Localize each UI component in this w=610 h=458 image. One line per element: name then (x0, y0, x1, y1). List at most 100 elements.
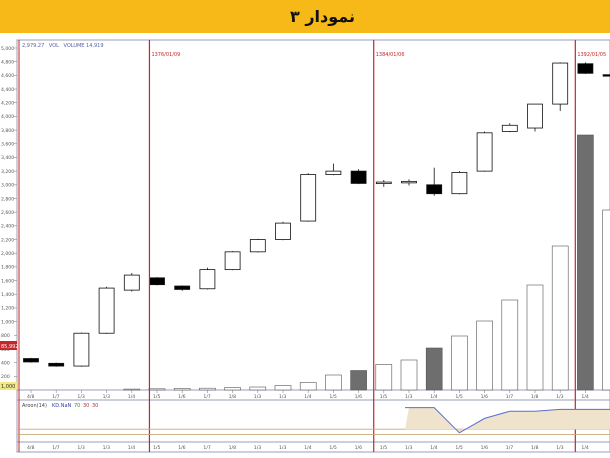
event-line-label: 1376/01/09 (151, 52, 180, 58)
candle-body (49, 363, 64, 366)
x-tick-label: 1/4 (430, 394, 437, 400)
candle-body (99, 288, 114, 333)
x-tick-label-lower: 1/3 (103, 445, 110, 451)
x-tick-label: 1/5 (329, 394, 336, 400)
volume-bar (603, 210, 610, 390)
y-tick-label: 1,200 (1, 306, 14, 312)
x-tick-label-lower: 1/5 (455, 445, 462, 451)
candle-body (603, 75, 610, 77)
volume-bar (502, 300, 518, 390)
x-tick-label-lower: 1/6 (355, 445, 362, 451)
x-tick-label: 1/7 (506, 394, 513, 400)
candle-body (301, 175, 316, 222)
candle-body (528, 104, 543, 128)
candle-body (24, 359, 39, 362)
event-line-label: 1392/01/05 (577, 52, 606, 58)
price-info-text: 2,979.27 VOL VOLUME 14,919 (22, 43, 104, 49)
y-tick-label: 4,600 (1, 73, 14, 79)
x-tick-label-lower: 1/6 (481, 445, 488, 451)
indicator-sub-label: 30 (83, 403, 89, 409)
x-tick-label: 1/3 (405, 394, 412, 400)
volume-bar (124, 389, 140, 390)
x-tick-label: 1/6 (355, 394, 362, 400)
x-tick-label: 1/5 (455, 394, 462, 400)
candle-body (427, 185, 442, 194)
volume-bar (325, 375, 341, 390)
x-tick-label-lower: 1/3 (556, 445, 563, 451)
x-tick-label-lower: 1/5 (380, 445, 387, 451)
x-tick-label: 1/6 (178, 394, 185, 400)
candle-body (477, 133, 492, 171)
y-tick-label: 2,400 (1, 224, 14, 230)
x-tick-label-lower: 1/4 (581, 445, 588, 451)
x-tick-label-lower: 1/7 (203, 445, 210, 451)
y-tick-label: 5,000 (1, 46, 14, 52)
y-tick-label: 2,800 (1, 196, 14, 202)
y-tick-label: 3,800 (1, 128, 14, 134)
volume-bar (351, 371, 367, 391)
volume-bar (527, 285, 543, 390)
x-tick-label-lower: 1/4 (430, 445, 437, 451)
x-tick-label-lower: 4/8 (27, 445, 34, 451)
volume-bar (577, 135, 593, 390)
candle-body (200, 270, 215, 289)
x-tick-label-lower: 1/8 (531, 445, 538, 451)
y-tick-label: 1,400 (1, 292, 14, 298)
x-tick-label-lower: 1/7 (52, 445, 59, 451)
volume-bar (451, 336, 467, 390)
candle-body (502, 125, 517, 131)
chart-header-title: نمودار ۳ (290, 7, 355, 26)
volume-bar (477, 321, 493, 390)
stock-chart-svg: 2,979.27 VOL VOLUME 14,919 2004006008001… (0, 38, 610, 454)
x-tick-label: 1/8 (531, 394, 538, 400)
x-tick-label: 1/5 (153, 394, 160, 400)
x-tick-label: 1/6 (481, 394, 488, 400)
y-tick-label: 1,800 (1, 265, 14, 271)
y-tick-label: 800 (1, 333, 10, 339)
x-tick-label: 1/4 (581, 394, 588, 400)
x-tick-label-lower: 1/3 (77, 445, 84, 451)
y-tick-label: 4,400 (1, 87, 14, 93)
y-tick-label: 2,200 (1, 237, 14, 243)
x-tick-label-lower: 1/7 (506, 445, 513, 451)
x-tick-label-lower: 1/8 (229, 445, 236, 451)
y-tick-label: 4,800 (1, 59, 14, 65)
x-tick-label-lower: 1/4 (128, 445, 135, 451)
x-tick-label: 1/3 (77, 394, 84, 400)
x-tick-label: 4/8 (27, 394, 34, 400)
y-tick-label: 3,600 (1, 142, 14, 148)
candle-body (376, 182, 391, 184)
volume-bar (199, 388, 215, 390)
y-tick-label: 2,600 (1, 210, 14, 216)
candle-body (124, 275, 139, 290)
event-line-label: 1384/01/06 (376, 52, 405, 58)
y-tick-label: 3,000 (1, 183, 14, 189)
x-tick-label: 1/3 (279, 394, 286, 400)
x-tick-label-lower: 1/6 (178, 445, 185, 451)
volume-bar (225, 388, 241, 390)
volume-bar (401, 360, 417, 390)
chart-header-bar: نمودار ۳ (0, 0, 610, 33)
x-tick-label-lower: 1/3 (405, 445, 412, 451)
candle-body (276, 223, 291, 239)
x-tick-label: 1/4 (128, 394, 135, 400)
y-tick-label: 4,000 (1, 114, 14, 120)
y-tick-label: 1,600 (1, 278, 14, 284)
x-tick-label: 1/8 (229, 394, 236, 400)
candle-body (150, 278, 165, 285)
candle-body (351, 171, 366, 183)
volume-bar (300, 383, 316, 391)
x-tick-label-lower: 1/5 (153, 445, 160, 451)
candle-body (250, 240, 265, 252)
indicator-sub-label: 70 (74, 403, 80, 409)
volume-bar (376, 365, 392, 391)
x-tick-label-lower: 1/3 (279, 445, 286, 451)
y-tick-label: 200 (1, 374, 10, 380)
volume-bar (275, 386, 291, 391)
x-tick-label-lower: 1/4 (304, 445, 311, 451)
y-tick-label: 2,000 (1, 251, 14, 257)
volume-bar (426, 348, 442, 390)
candle-body (402, 181, 417, 183)
x-tick-label: 1/7 (52, 394, 59, 400)
